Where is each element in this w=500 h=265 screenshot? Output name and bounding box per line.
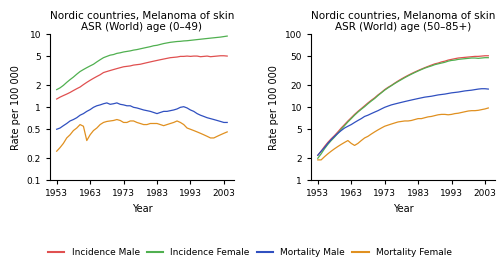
Title: Nordic countries, Melanoma of skin
ASR (World) age (50–85+): Nordic countries, Melanoma of skin ASR (…	[311, 11, 495, 32]
X-axis label: Year: Year	[392, 204, 413, 214]
Y-axis label: Rate per 100 000: Rate per 100 000	[270, 65, 280, 150]
X-axis label: Year: Year	[132, 204, 152, 214]
Legend: Incidence Male, Incidence Female, Mortality Male, Mortality Female: Incidence Male, Incidence Female, Mortal…	[44, 244, 456, 260]
Title: Nordic countries, Melanoma of skin
ASR (World) age (0–49): Nordic countries, Melanoma of skin ASR (…	[50, 11, 234, 32]
Y-axis label: Rate per 100 000: Rate per 100 000	[11, 65, 21, 150]
